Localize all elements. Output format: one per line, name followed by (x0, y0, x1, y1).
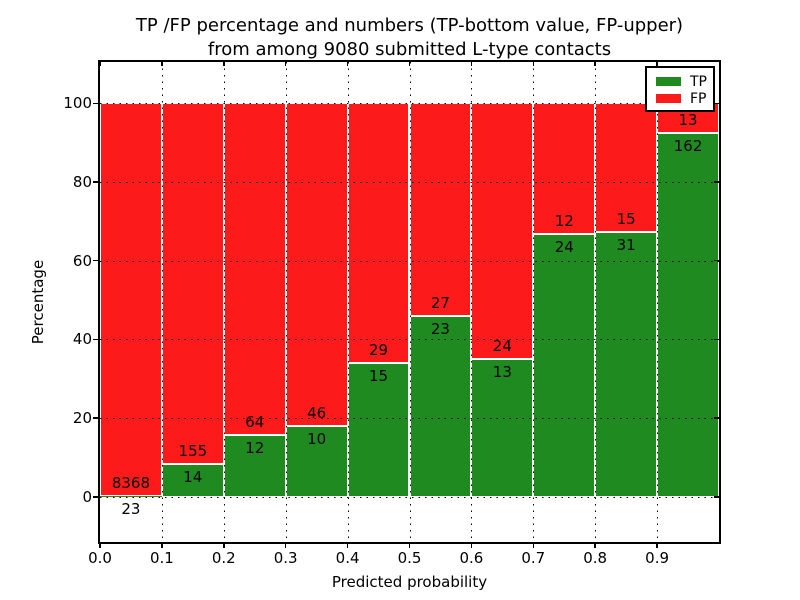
legend-swatch-tp-icon (656, 77, 681, 86)
gridline-v-0.1 (161, 62, 163, 542)
bar-label-tp-3: 10 (307, 430, 327, 449)
bar-segment-tp-7 (533, 234, 596, 497)
x-tick-label-0.5: 0.5 (397, 549, 422, 567)
bar-label-fp-4: 29 (369, 340, 389, 359)
x-tick-label-0.7: 0.7 (521, 549, 546, 567)
x-tick-label-0.2: 0.2 (211, 549, 236, 567)
legend-swatch-fp-icon (656, 94, 681, 103)
bar-segment-fp-2 (223, 103, 286, 435)
x-tick-label-0.8: 0.8 (583, 549, 608, 567)
y-tick-left-80 (93, 181, 98, 183)
y-tick-label-100: 100 (63, 94, 92, 113)
bar-label-fp-5: 27 (430, 293, 450, 312)
bar-label-tp-5: 23 (430, 319, 450, 338)
bar-label-fp-3: 46 (307, 404, 327, 423)
y-tick-label-80: 80 (72, 173, 92, 191)
gridline-v-0.5 (409, 62, 411, 542)
y-tick-left-0 (93, 496, 98, 498)
x-tick-label-0.9: 0.9 (645, 549, 670, 567)
chart-title-line1: TP /FP percentage and numbers (TP-bottom… (135, 15, 684, 36)
y-tick-left-100 (93, 102, 98, 105)
bar-segment-fp-1 (161, 103, 224, 465)
gridline-v-0.2 (223, 62, 225, 542)
gridline-v-0.8 (595, 62, 597, 542)
x-tick-label-0.3: 0.3 (273, 549, 298, 567)
x-tick-bottom-0.6 (470, 544, 473, 548)
x-tick-bottom-0.1 (161, 544, 163, 548)
legend-item-fp: FP (656, 90, 713, 107)
x-tick-top-0.0 (99, 62, 101, 66)
y-tick-left-20 (93, 417, 98, 419)
bar-segment-fp-4 (347, 103, 410, 363)
bar-label-fp-6: 24 (492, 336, 512, 355)
legend-label-fp: FP (690, 90, 707, 107)
bar-label-tp-8: 31 (616, 235, 636, 254)
bar-label-fp-7: 12 (554, 212, 574, 231)
bar-segment-tp-2 (223, 434, 286, 497)
bar-label-fp-1: 155 (178, 442, 208, 461)
bar-segment-tp-8 (595, 231, 658, 497)
plot-area: 8368 23 155 14 64 12 46 10 29 15 27 23 24 13 12 24 15 31 1… (100, 62, 719, 542)
y-tick-label-40: 40 (72, 330, 92, 349)
legend-item-tp: TP (656, 73, 713, 90)
bar-segment-fp-5 (409, 103, 472, 316)
x-tick-bottom-0.0 (99, 544, 101, 548)
x-tick-bottom-0.2 (223, 544, 225, 548)
bar-label-tp-2: 12 (245, 438, 265, 457)
bar-segment-tp-0 (100, 495, 162, 497)
bar-label-fp-0: 8368 (111, 473, 151, 492)
y-tick-label-60: 60 (72, 251, 92, 270)
x-tick-label-0.0: 0.0 (88, 549, 112, 567)
bar-label-fp-8: 15 (616, 209, 636, 228)
bar-segment-fp-6 (471, 103, 534, 359)
x-tick-label-0.6: 0.6 (459, 549, 484, 567)
y-tick-label-0: 0 (82, 487, 92, 506)
bar-segment-tp-5 (409, 315, 472, 497)
legend-label-tp: TP (690, 73, 707, 90)
gridline-v-0.9 (657, 62, 659, 542)
bar-segment-tp-9 (657, 132, 719, 497)
chart-title-line2: from among 9080 submitted L-type contact… (207, 39, 612, 60)
y-tick-left-40 (93, 338, 98, 341)
bar-segment-tp-1 (161, 464, 224, 497)
x-axis-label: Predicted probability (331, 573, 488, 591)
x-tick-bottom-0.9 (656, 544, 658, 548)
x-tick-label-0.1: 0.1 (149, 549, 174, 567)
y-tick-left-60 (93, 259, 98, 262)
bar-label-tp-4: 15 (369, 366, 389, 385)
x-tick-bottom-0.5 (408, 544, 411, 548)
bar-label-fp-2: 64 (245, 412, 265, 431)
x-tick-bottom-0.3 (284, 544, 287, 548)
x-tick-bottom-0.7 (532, 544, 535, 548)
bar-segment-fp-0 (100, 103, 162, 496)
gridline-v-0.4 (347, 62, 349, 542)
bar-segment-fp-3 (285, 103, 348, 427)
bar-label-tp-1: 14 (183, 468, 203, 487)
y-tick-label-20: 20 (72, 409, 92, 428)
bar-label-tp-9: 162 (673, 136, 703, 155)
x-tick-label-0.4: 0.4 (335, 549, 360, 567)
bar-label-fp-9: 13 (678, 110, 698, 129)
bar-label-tp-6: 13 (492, 362, 512, 381)
bar-label-tp-7: 24 (554, 238, 574, 257)
gridline-v-0.3 (285, 62, 287, 542)
gridline-v-0.6 (471, 62, 473, 542)
legend: TP FP (645, 66, 715, 112)
bar-label-tp-0: 23 (121, 499, 141, 518)
y-axis-label: Percentage (29, 259, 47, 345)
gridline-v-0.7 (533, 62, 535, 542)
x-tick-bottom-0.4 (346, 544, 349, 548)
x-tick-bottom-0.8 (594, 544, 596, 548)
